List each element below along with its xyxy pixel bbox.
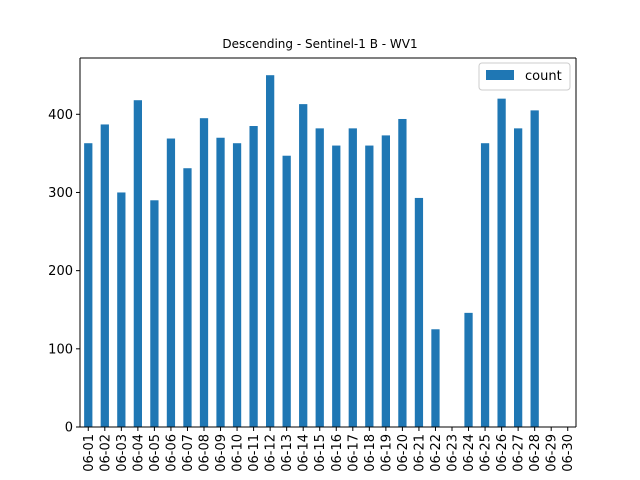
bar-06-10 — [232, 143, 242, 427]
x-tick-label-06-30: 06-30 — [561, 434, 576, 472]
bar-06-05 — [150, 200, 159, 427]
x-tick-label-06-03: 06-03 — [115, 434, 130, 472]
x-tick-label-06-17: 06-17 — [346, 434, 361, 472]
legend-box — [478, 62, 571, 91]
legend: count — [478, 62, 571, 91]
bar-06-20 — [398, 118, 407, 427]
y-tick-label-200: 200 — [48, 264, 73, 279]
x-tick-label-06-26: 06-26 — [495, 434, 510, 472]
bar-06-11 — [249, 126, 258, 427]
bar-06-01 — [84, 143, 93, 427]
bar-06-24 — [464, 312, 473, 427]
x-tick-label-06-23: 06-23 — [446, 434, 461, 472]
x-tick-label-06-13: 06-13 — [280, 434, 295, 472]
bar-06-22 — [431, 329, 440, 427]
bar-06-19 — [381, 135, 390, 427]
x-tick-label-06-25: 06-25 — [479, 434, 494, 472]
bar-06-03 — [117, 192, 126, 427]
x-tick-label-06-10: 06-10 — [231, 434, 246, 472]
x-tick-label-06-05: 06-05 — [148, 434, 163, 472]
bar-06-18 — [365, 145, 374, 427]
x-tick-label-06-19: 06-19 — [379, 434, 394, 472]
x-tick-label-06-09: 06-09 — [214, 434, 229, 472]
bar-06-14 — [299, 104, 308, 427]
x-tick-label-06-15: 06-15 — [313, 434, 328, 472]
x-tick-label-06-27: 06-27 — [512, 434, 527, 472]
x-tick-label-06-02: 06-02 — [98, 434, 113, 472]
x-tick-label-06-12: 06-12 — [264, 434, 279, 472]
bars-group — [84, 75, 539, 428]
x-tick-label-06-16: 06-16 — [330, 434, 345, 472]
x-tick-label-06-21: 06-21 — [412, 434, 427, 472]
x-tick-label-06-28: 06-28 — [528, 434, 543, 472]
bar-06-17 — [348, 128, 357, 427]
bar-06-04 — [133, 100, 142, 428]
x-tick-label-06-04: 06-04 — [131, 434, 146, 472]
bar-06-28 — [530, 110, 539, 427]
x-tick-label-06-24: 06-24 — [462, 434, 477, 472]
y-tick-label-400: 400 — [48, 108, 73, 123]
x-tick-label-06-14: 06-14 — [297, 434, 312, 472]
x-tick-label-06-29: 06-29 — [545, 434, 560, 472]
x-tick-label-06-22: 06-22 — [429, 434, 444, 472]
axes-group — [79, 57, 577, 428]
bar-06-25 — [480, 143, 490, 427]
legend-swatch — [486, 70, 514, 80]
bar-06-26 — [497, 98, 506, 428]
x-tick-label-06-08: 06-08 — [198, 434, 213, 472]
bar-06-12 — [266, 75, 275, 427]
bar-06-09 — [216, 137, 225, 428]
x-tick-label-06-07: 06-07 — [181, 434, 196, 472]
legend-label: count — [525, 69, 562, 84]
chart-title: Descending - Sentinel-1 B - WV1 — [222, 37, 417, 51]
x-tick-label-06-20: 06-20 — [396, 434, 411, 472]
x-tick-label-06-01: 06-01 — [82, 434, 97, 472]
x-tick-label-06-11: 06-11 — [247, 434, 262, 472]
bar-06-13 — [282, 155, 291, 427]
bar-06-21 — [414, 197, 424, 427]
bar-06-07 — [183, 168, 192, 427]
y-tick-label-300: 300 — [48, 186, 73, 201]
bar-06-06 — [166, 138, 176, 427]
bar-06-16 — [332, 145, 341, 427]
bar-06-08 — [199, 118, 209, 428]
y-tick-label-0: 0 — [65, 421, 73, 436]
x-tick-label-06-06: 06-06 — [164, 434, 179, 472]
bar-06-15 — [315, 128, 324, 427]
y-tick-label-100: 100 — [48, 342, 73, 357]
bar-06-27 — [514, 128, 523, 427]
x-tick-label-06-18: 06-18 — [363, 434, 378, 472]
bar-06-02 — [100, 124, 109, 428]
